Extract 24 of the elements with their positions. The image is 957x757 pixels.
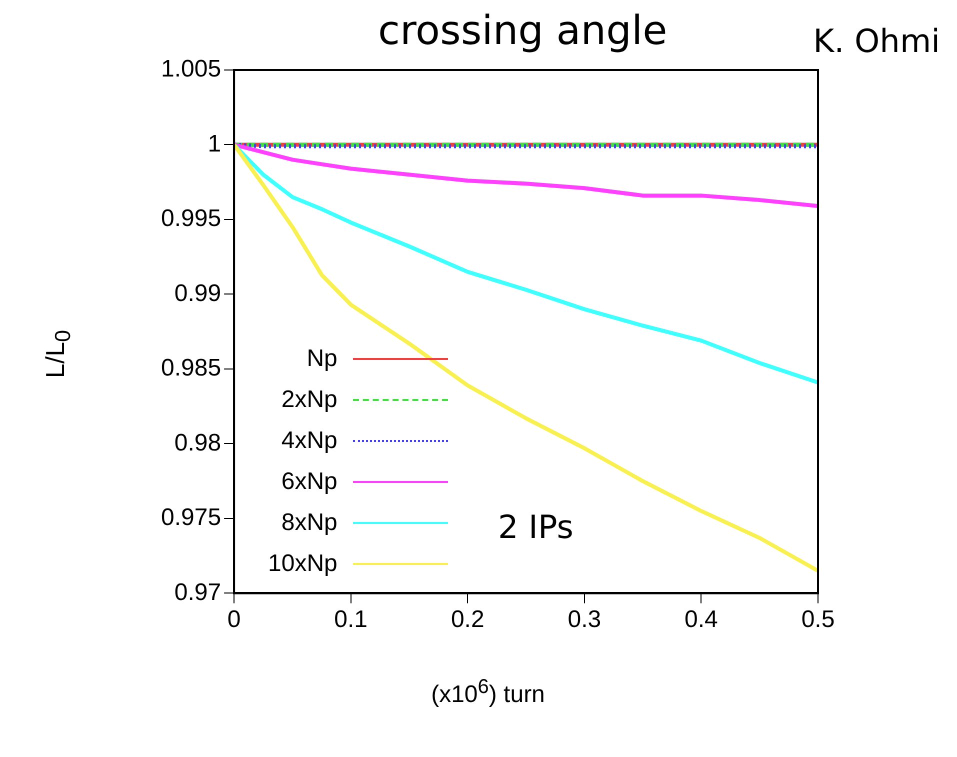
chart-title: crossing angle [378, 8, 668, 54]
legend-label: 6xNp [281, 468, 338, 496]
y-tick-label: 0.97 [174, 578, 222, 606]
y-tick-label: 0.975 [160, 504, 222, 532]
x-tick-label: 0.3 [568, 606, 602, 634]
x-tick-label: 0.5 [801, 606, 835, 634]
legend-label: 10xNp [268, 550, 338, 578]
y-tick-label: 0.995 [160, 205, 222, 232]
legend-label: 2xNp [281, 386, 338, 414]
annotation: 2 IPs [498, 508, 574, 546]
x-tick-label: 0.4 [684, 606, 718, 634]
x-tick-label: 0.2 [450, 606, 484, 634]
y-tick-label: 1.005 [160, 56, 222, 83]
legend-label: Np [306, 344, 338, 372]
y-tick-label: 1 [208, 130, 222, 158]
x-axis-title: (x10$^{6}$) turn [430, 676, 546, 709]
y-tick-label: 0.98 [174, 429, 222, 456]
y-tick-label: 0.99 [174, 280, 222, 307]
x-tick-label: 0.1 [334, 606, 368, 634]
legend-label: 8xNp [281, 508, 338, 536]
y-tick-label: 0.985 [160, 354, 222, 382]
legend-label: 4xNp [281, 426, 338, 454]
text: K. Ohmi [813, 22, 940, 60]
x-tick-label: 0 [227, 606, 241, 634]
